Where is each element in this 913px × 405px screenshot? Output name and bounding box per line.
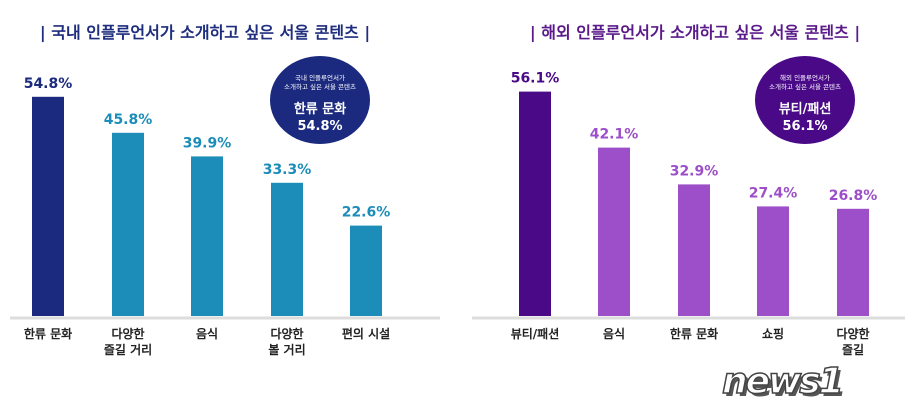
- data-label: 26.8%: [829, 188, 878, 204]
- chart-title: | 해외 인플루언서가 소개하고 싶은 서울 콘텐츠 |: [530, 23, 860, 43]
- category-label: 다양한: [270, 326, 303, 341]
- category-label: 뷰티/패션: [511, 326, 560, 341]
- category-label: 쇼핑: [762, 326, 784, 341]
- callout-label: 한류 문화: [294, 101, 346, 117]
- data-label: 45.8%: [104, 112, 153, 128]
- callout-subtitle: 해외 인플루언서가: [780, 73, 830, 82]
- bar: [271, 182, 303, 316]
- data-label: 27.4%: [749, 185, 798, 201]
- callout-subtitle: 소개하고 싶은 서울 콘텐츠: [284, 82, 356, 91]
- callout-circle: [755, 56, 855, 144]
- bar: [191, 156, 223, 316]
- data-label: 54.8%: [24, 76, 73, 92]
- callout-value: 56.1%: [782, 119, 827, 134]
- chart-title: | 국내 인플루언서가 소개하고 싶은 서울 콘텐츠 |: [40, 23, 370, 43]
- bar: [519, 91, 551, 316]
- bar: [678, 184, 710, 316]
- data-label: 56.1%: [511, 71, 560, 87]
- callout-circle: [270, 56, 370, 144]
- bar: [598, 147, 630, 316]
- category-label: 볼 거리: [268, 342, 305, 357]
- callout-subtitle: 국내 인플루언서가: [295, 73, 345, 82]
- category-label: 음식: [603, 326, 625, 341]
- bar: [112, 132, 144, 316]
- category-label: 음식: [196, 326, 218, 341]
- callout-subtitle: 소개하고 싶은 서울 콘텐츠: [769, 82, 841, 91]
- category-label: 한류 문화: [24, 326, 72, 341]
- callout-value: 54.8%: [297, 119, 342, 134]
- category-label: 다양한: [111, 326, 144, 341]
- watermark-logo: news1: [721, 361, 844, 403]
- category-label: 즐길: [842, 343, 864, 357]
- bar: [757, 206, 789, 316]
- data-label: 22.6%: [342, 205, 391, 221]
- bar: [350, 225, 382, 316]
- category-label: 편의 시설: [342, 326, 390, 341]
- bar: [837, 208, 869, 316]
- data-label: 39.9%: [183, 135, 232, 151]
- category-label: 즐길 거리: [104, 342, 152, 357]
- category-label: 한류 문화: [670, 326, 718, 341]
- category-label: 다양한: [836, 326, 869, 341]
- data-label: 33.3%: [263, 162, 312, 178]
- data-label: 32.9%: [670, 163, 719, 179]
- data-label: 42.1%: [590, 127, 639, 143]
- callout-label: 뷰티/패션: [779, 101, 832, 117]
- bar: [32, 96, 64, 316]
